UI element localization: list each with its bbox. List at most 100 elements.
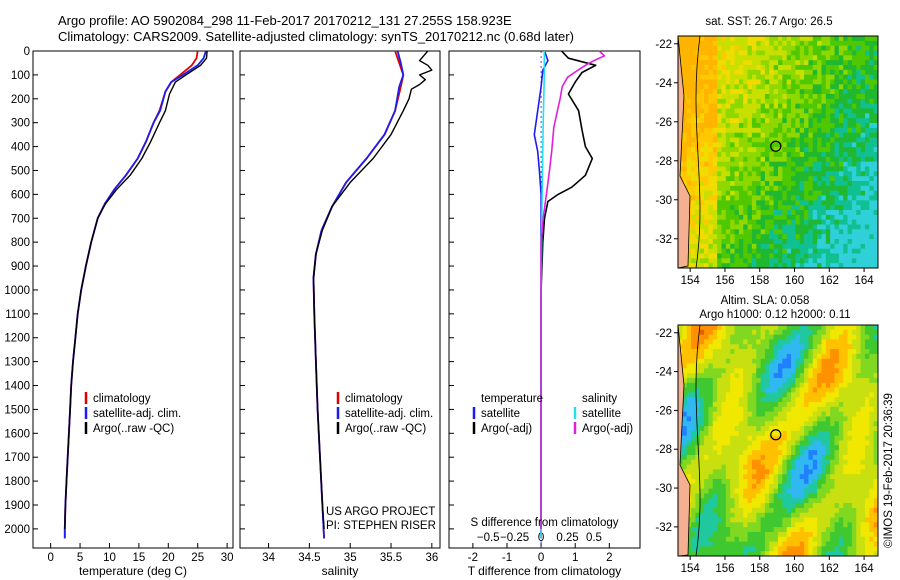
map-cell xyxy=(756,358,762,364)
map-cell xyxy=(699,152,705,158)
map-cell xyxy=(782,147,788,153)
map-cell xyxy=(730,339,735,345)
map-cell xyxy=(734,469,740,475)
map-cell xyxy=(717,171,722,177)
map-cell xyxy=(769,176,775,182)
map-cell xyxy=(743,450,748,456)
x-tick-label: 2 xyxy=(606,552,612,564)
map-cell xyxy=(786,161,792,167)
map-cell xyxy=(843,210,848,216)
map-cell xyxy=(682,411,688,417)
map-cell xyxy=(873,353,879,360)
map-cell xyxy=(743,493,748,499)
depth-tick-label: 900 xyxy=(11,261,30,273)
map-cell xyxy=(869,329,875,336)
map-cell xyxy=(808,55,814,61)
map-cell xyxy=(725,512,731,518)
map-cell xyxy=(725,118,731,124)
map-cell xyxy=(764,195,770,201)
map-cell xyxy=(808,416,814,422)
map-cell xyxy=(791,488,796,494)
map-cell xyxy=(843,103,848,109)
map-cell xyxy=(799,74,805,80)
map-cell xyxy=(808,344,814,350)
map-cell xyxy=(704,536,709,542)
map-cell xyxy=(843,65,848,71)
salinity-panel-frame xyxy=(239,50,441,549)
map-cell xyxy=(834,402,840,408)
map-cell xyxy=(847,334,853,340)
map-cell xyxy=(821,416,827,422)
map-cell xyxy=(756,498,762,504)
map-cell xyxy=(834,200,840,206)
map-cell xyxy=(812,488,818,494)
map-cell xyxy=(747,440,753,446)
map-cell xyxy=(704,527,709,533)
map-cell xyxy=(791,166,796,172)
map-cell xyxy=(843,147,848,153)
map-cell xyxy=(830,493,835,499)
map-cell xyxy=(717,329,722,336)
map-cell xyxy=(764,445,770,451)
map-cell xyxy=(791,541,796,547)
map-cell xyxy=(708,166,714,172)
map-cell xyxy=(717,517,722,523)
map-cell xyxy=(686,546,692,552)
map-cell xyxy=(843,373,848,379)
map-cell xyxy=(747,363,753,369)
map-cell xyxy=(799,98,805,105)
map-cell xyxy=(738,464,744,470)
map-cell xyxy=(747,123,753,129)
map-cell xyxy=(734,435,740,441)
map-cell xyxy=(808,459,814,465)
map-cell xyxy=(756,214,762,221)
map-cell xyxy=(860,416,866,422)
map-cell xyxy=(747,454,753,461)
map-cell xyxy=(721,132,727,138)
map-cell xyxy=(830,527,835,533)
map-cell xyxy=(782,339,788,345)
map-cell xyxy=(695,512,701,518)
map-cell xyxy=(773,507,779,514)
map-cell xyxy=(708,445,714,451)
map-cell xyxy=(791,531,796,538)
map-cell xyxy=(856,349,862,355)
map-y-tick-label: -22 xyxy=(655,328,672,340)
map-cell xyxy=(725,445,731,451)
map-cell xyxy=(691,248,696,254)
map-cell xyxy=(791,210,796,216)
map-cell xyxy=(791,243,796,250)
map-cell xyxy=(786,45,792,51)
map-cell xyxy=(751,392,757,398)
map-cell xyxy=(808,108,814,114)
map-cell xyxy=(686,373,692,379)
map-cell xyxy=(778,503,783,509)
map-cell xyxy=(799,363,805,369)
map-cell xyxy=(786,137,792,143)
map-cell xyxy=(834,416,840,422)
map-cell xyxy=(825,546,831,552)
map-cell xyxy=(856,430,862,437)
map-cell xyxy=(782,103,788,109)
map-cell xyxy=(743,74,748,80)
map-cell xyxy=(843,113,848,119)
map-cell xyxy=(834,358,840,364)
map-cell xyxy=(704,329,709,336)
map-cell xyxy=(747,166,753,172)
map-cell xyxy=(795,40,801,47)
map-cell xyxy=(769,344,775,350)
map-cell xyxy=(734,239,740,245)
map-cell xyxy=(782,334,788,340)
map-cell xyxy=(791,373,796,379)
map-cell xyxy=(704,243,709,250)
map-cell xyxy=(682,181,688,187)
map-cell xyxy=(808,253,814,259)
map-cell xyxy=(721,171,727,177)
map-cell xyxy=(838,50,844,56)
map-cell xyxy=(743,377,748,384)
map-cell xyxy=(717,45,722,51)
map-cell xyxy=(764,353,770,360)
map-cell xyxy=(851,339,857,345)
map-cell xyxy=(782,493,788,499)
map-cell xyxy=(691,368,696,374)
